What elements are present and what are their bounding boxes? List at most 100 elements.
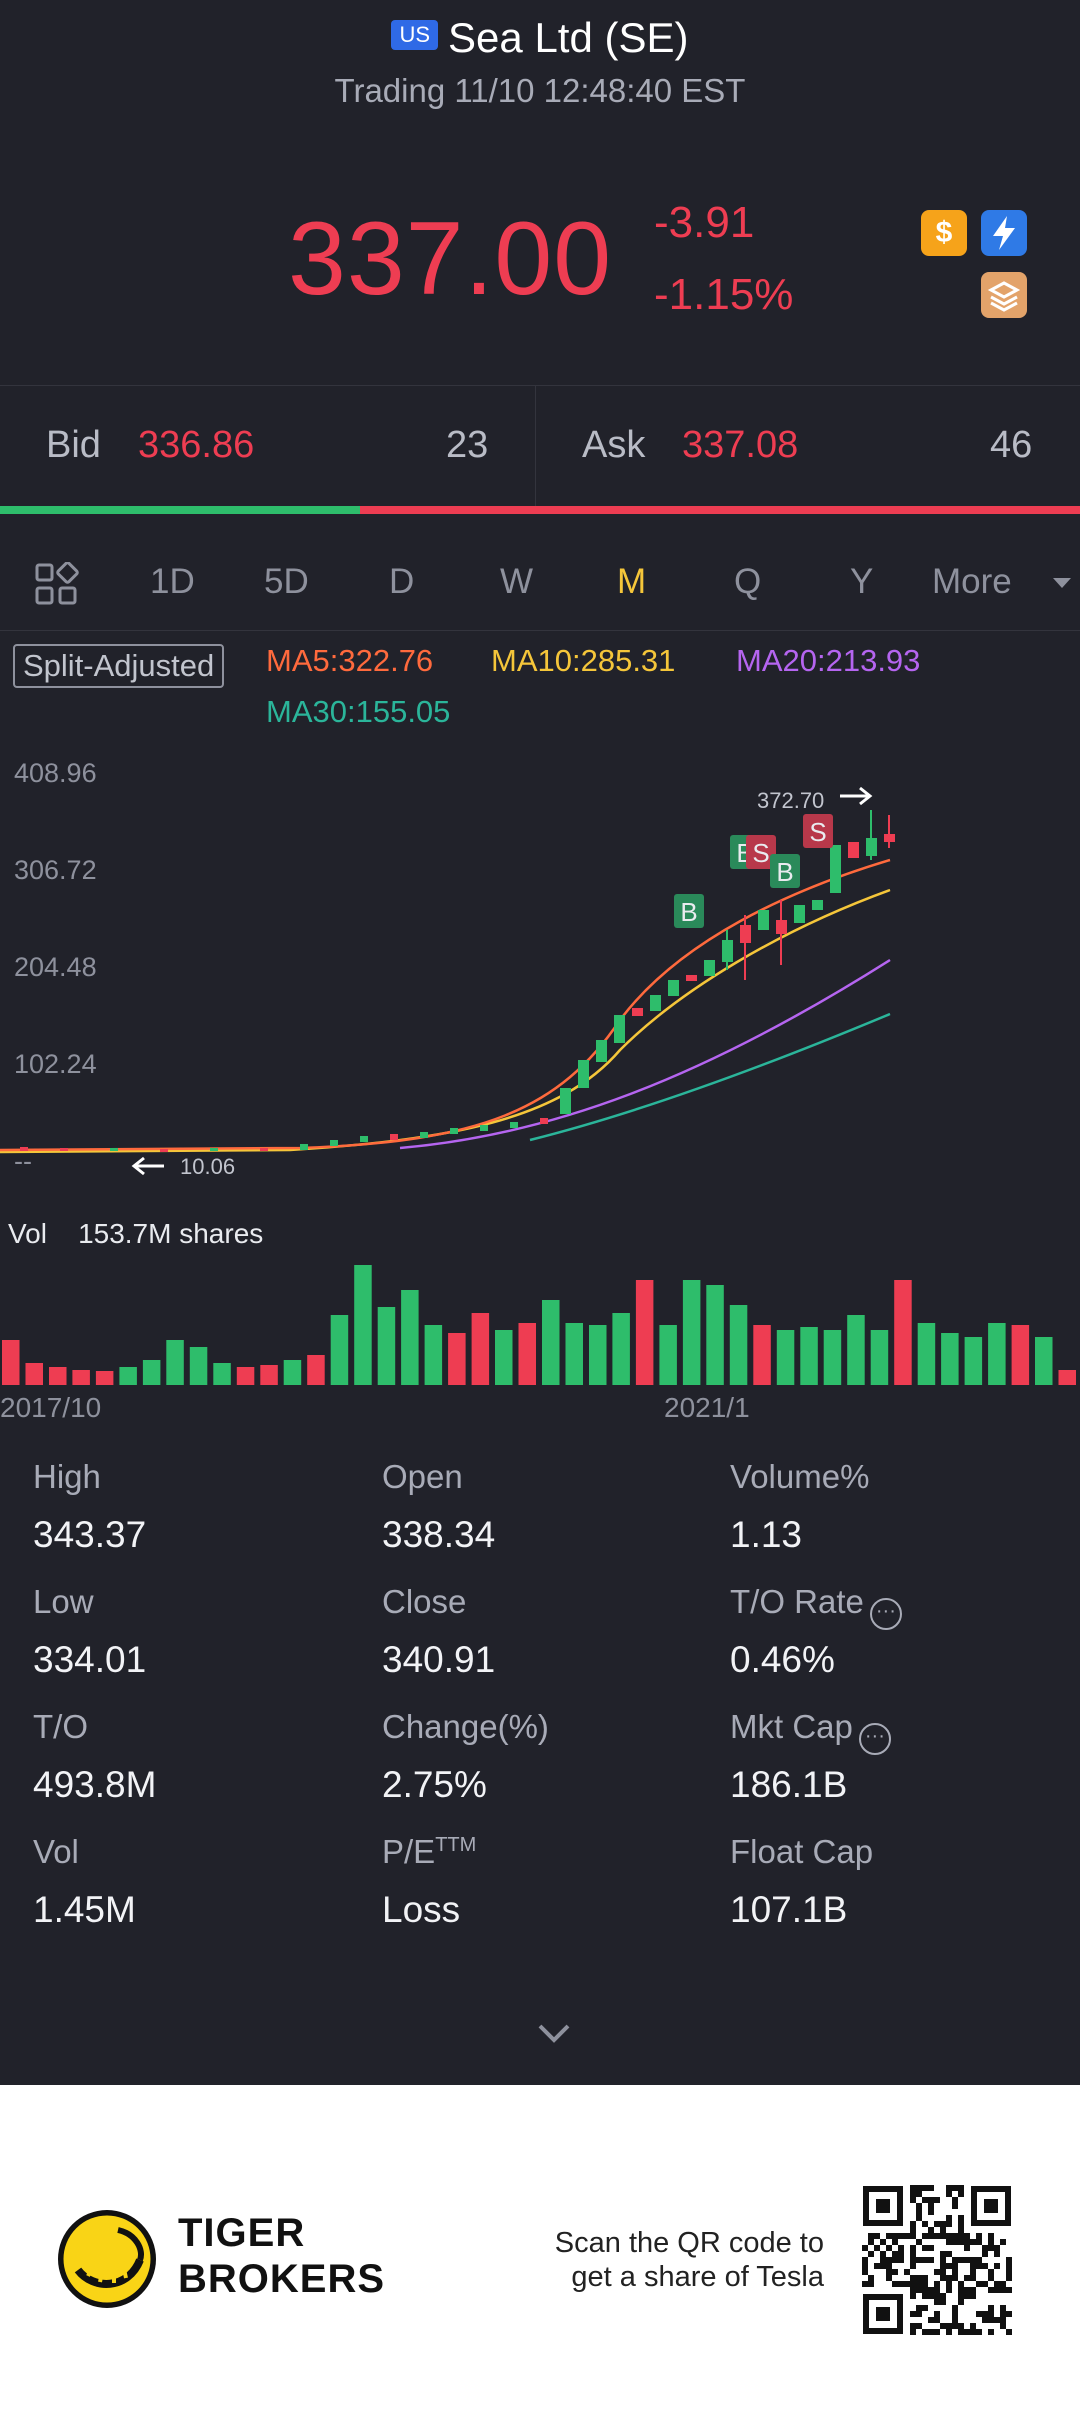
stat-label-pe: P/ETTM (382, 1833, 476, 1871)
volume-bar (95, 1371, 114, 1385)
volume-bar (354, 1265, 372, 1385)
stock-name: Sea Ltd (SE) (448, 14, 689, 61)
mkt-cap-text: Mkt Cap (730, 1708, 853, 1745)
y-tick: 408.96 (14, 758, 97, 788)
volume-bar (189, 1347, 208, 1385)
volume-bar (612, 1313, 630, 1385)
volume-chart[interactable] (0, 1250, 1080, 1385)
volume-bar (917, 1323, 936, 1385)
volume-bar (659, 1325, 677, 1385)
volume-bar (283, 1360, 302, 1385)
more-info-icon[interactable]: ··· (869, 1598, 902, 1630)
volume-bar (495, 1330, 513, 1385)
volume-bar (565, 1323, 583, 1385)
ask-label: Ask (582, 424, 646, 466)
volume-bar (635, 1280, 654, 1385)
chevron-down-icon[interactable] (1052, 576, 1072, 590)
tab-1d[interactable]: 1D (150, 562, 195, 601)
share-footer: TIGER BROKERS Scan the QR code to get a … (0, 2085, 1080, 2429)
divider (0, 630, 1080, 631)
price-change-pct: -1.15% (654, 270, 794, 319)
stat-label-high: High (33, 1458, 101, 1495)
trading-status: Trading 11/10 12:48:40 EST (334, 72, 746, 109)
tab-y[interactable]: Y (850, 562, 874, 601)
stat-label-to: T/O (33, 1708, 88, 1745)
ma10-value: MA10:285.31 (491, 643, 676, 678)
arrow-left-icon (131, 1156, 164, 1176)
market-badge: US (391, 20, 439, 50)
stack-icon[interactable] (981, 272, 1027, 318)
volume-bar (941, 1333, 959, 1385)
ma5-line (0, 858, 891, 1152)
y-tick: 102.24 (14, 1049, 97, 1079)
volume-bar (894, 1280, 912, 1385)
volume-bar (72, 1370, 90, 1385)
volume-value: 153.7M shares (78, 1218, 264, 1249)
volume-bar (589, 1325, 607, 1385)
expand-chevron-icon[interactable] (534, 2018, 574, 2048)
pe-text: P/E (382, 1833, 436, 1870)
divider (0, 385, 1080, 386)
stat-label-open: Open (382, 1458, 463, 1495)
ma30-value: MA30:155.05 (266, 694, 451, 729)
bid-price: 336.86 (138, 424, 255, 466)
tab-q[interactable]: Q (734, 562, 762, 601)
volume-bar (119, 1367, 137, 1385)
y-tick: -- (14, 1146, 32, 1176)
x-tick: 2021/1 (664, 1392, 750, 1423)
volume-bar (1058, 1370, 1076, 1385)
split-adjusted-toggle[interactable]: Split-Adjusted (13, 644, 225, 688)
stat-label-float-cap: Float Cap (730, 1833, 874, 1870)
volume-bar (870, 1330, 889, 1385)
volume-bar (847, 1315, 865, 1385)
to-rate-text: T/O Rate (730, 1583, 864, 1620)
volume-bar (49, 1367, 67, 1385)
high-marker: 372.70 (757, 788, 824, 813)
dollar-icon[interactable]: $ (921, 210, 967, 256)
stat-value-float-cap: 107.1B (730, 1889, 848, 1930)
volume-bar (2, 1340, 20, 1385)
volume-bar (236, 1367, 255, 1385)
y-tick: 306.72 (14, 855, 97, 885)
tiger-logo-icon (58, 2210, 156, 2308)
ma5-value: MA5:322.76 (266, 643, 434, 678)
volume-bar (1035, 1337, 1053, 1385)
volume-bar (307, 1355, 325, 1385)
volume-bar (330, 1315, 349, 1385)
volume-bar (142, 1360, 161, 1385)
stat-value-to-rate: 0.46% (730, 1639, 835, 1680)
pe-superscript: TTM (435, 1834, 477, 1856)
ma20-value: MA20:213.93 (736, 643, 921, 678)
x-tick: 2017/10 (0, 1392, 102, 1423)
more-info-icon[interactable]: ··· (858, 1723, 891, 1755)
lightning-icon[interactable] (981, 210, 1027, 256)
svg-text:S: S (809, 817, 826, 847)
period-tabs: 1D 5D D W M Q Y More (0, 540, 1080, 630)
volume-bar (964, 1337, 983, 1385)
volume-bar (823, 1330, 842, 1385)
stat-value-low: 334.01 (33, 1639, 147, 1680)
price-chart[interactable]: B B S B S 372.70 10.06 (0, 750, 1080, 1190)
ask-qty: 46 (990, 424, 1033, 466)
volume-bar (776, 1330, 795, 1385)
main-panel (0, 0, 1080, 2085)
tab-w[interactable]: W (500, 562, 534, 601)
stat-value-change: 2.75% (382, 1764, 487, 1805)
layout-grid-icon[interactable] (34, 562, 80, 608)
tab-more[interactable]: More (932, 562, 1012, 601)
volume-bar (377, 1307, 396, 1385)
stat-label-change: Change(%) (382, 1708, 549, 1745)
volume-label: Vol (8, 1218, 47, 1249)
tab-5d[interactable]: 5D (264, 562, 309, 601)
svg-text:B: B (776, 857, 793, 887)
volume-bar (471, 1313, 490, 1385)
bid-qty: 23 (446, 424, 489, 466)
ma20-line (399, 958, 891, 1150)
brand-line1: TIGER (178, 2211, 306, 2255)
stat-value-close: 340.91 (382, 1639, 496, 1680)
volume-bar (542, 1300, 560, 1385)
volume-bar (260, 1365, 278, 1385)
tab-d[interactable]: D (389, 562, 415, 601)
stat-value-to: 493.8M (33, 1764, 157, 1805)
tab-m[interactable]: M (617, 562, 647, 601)
